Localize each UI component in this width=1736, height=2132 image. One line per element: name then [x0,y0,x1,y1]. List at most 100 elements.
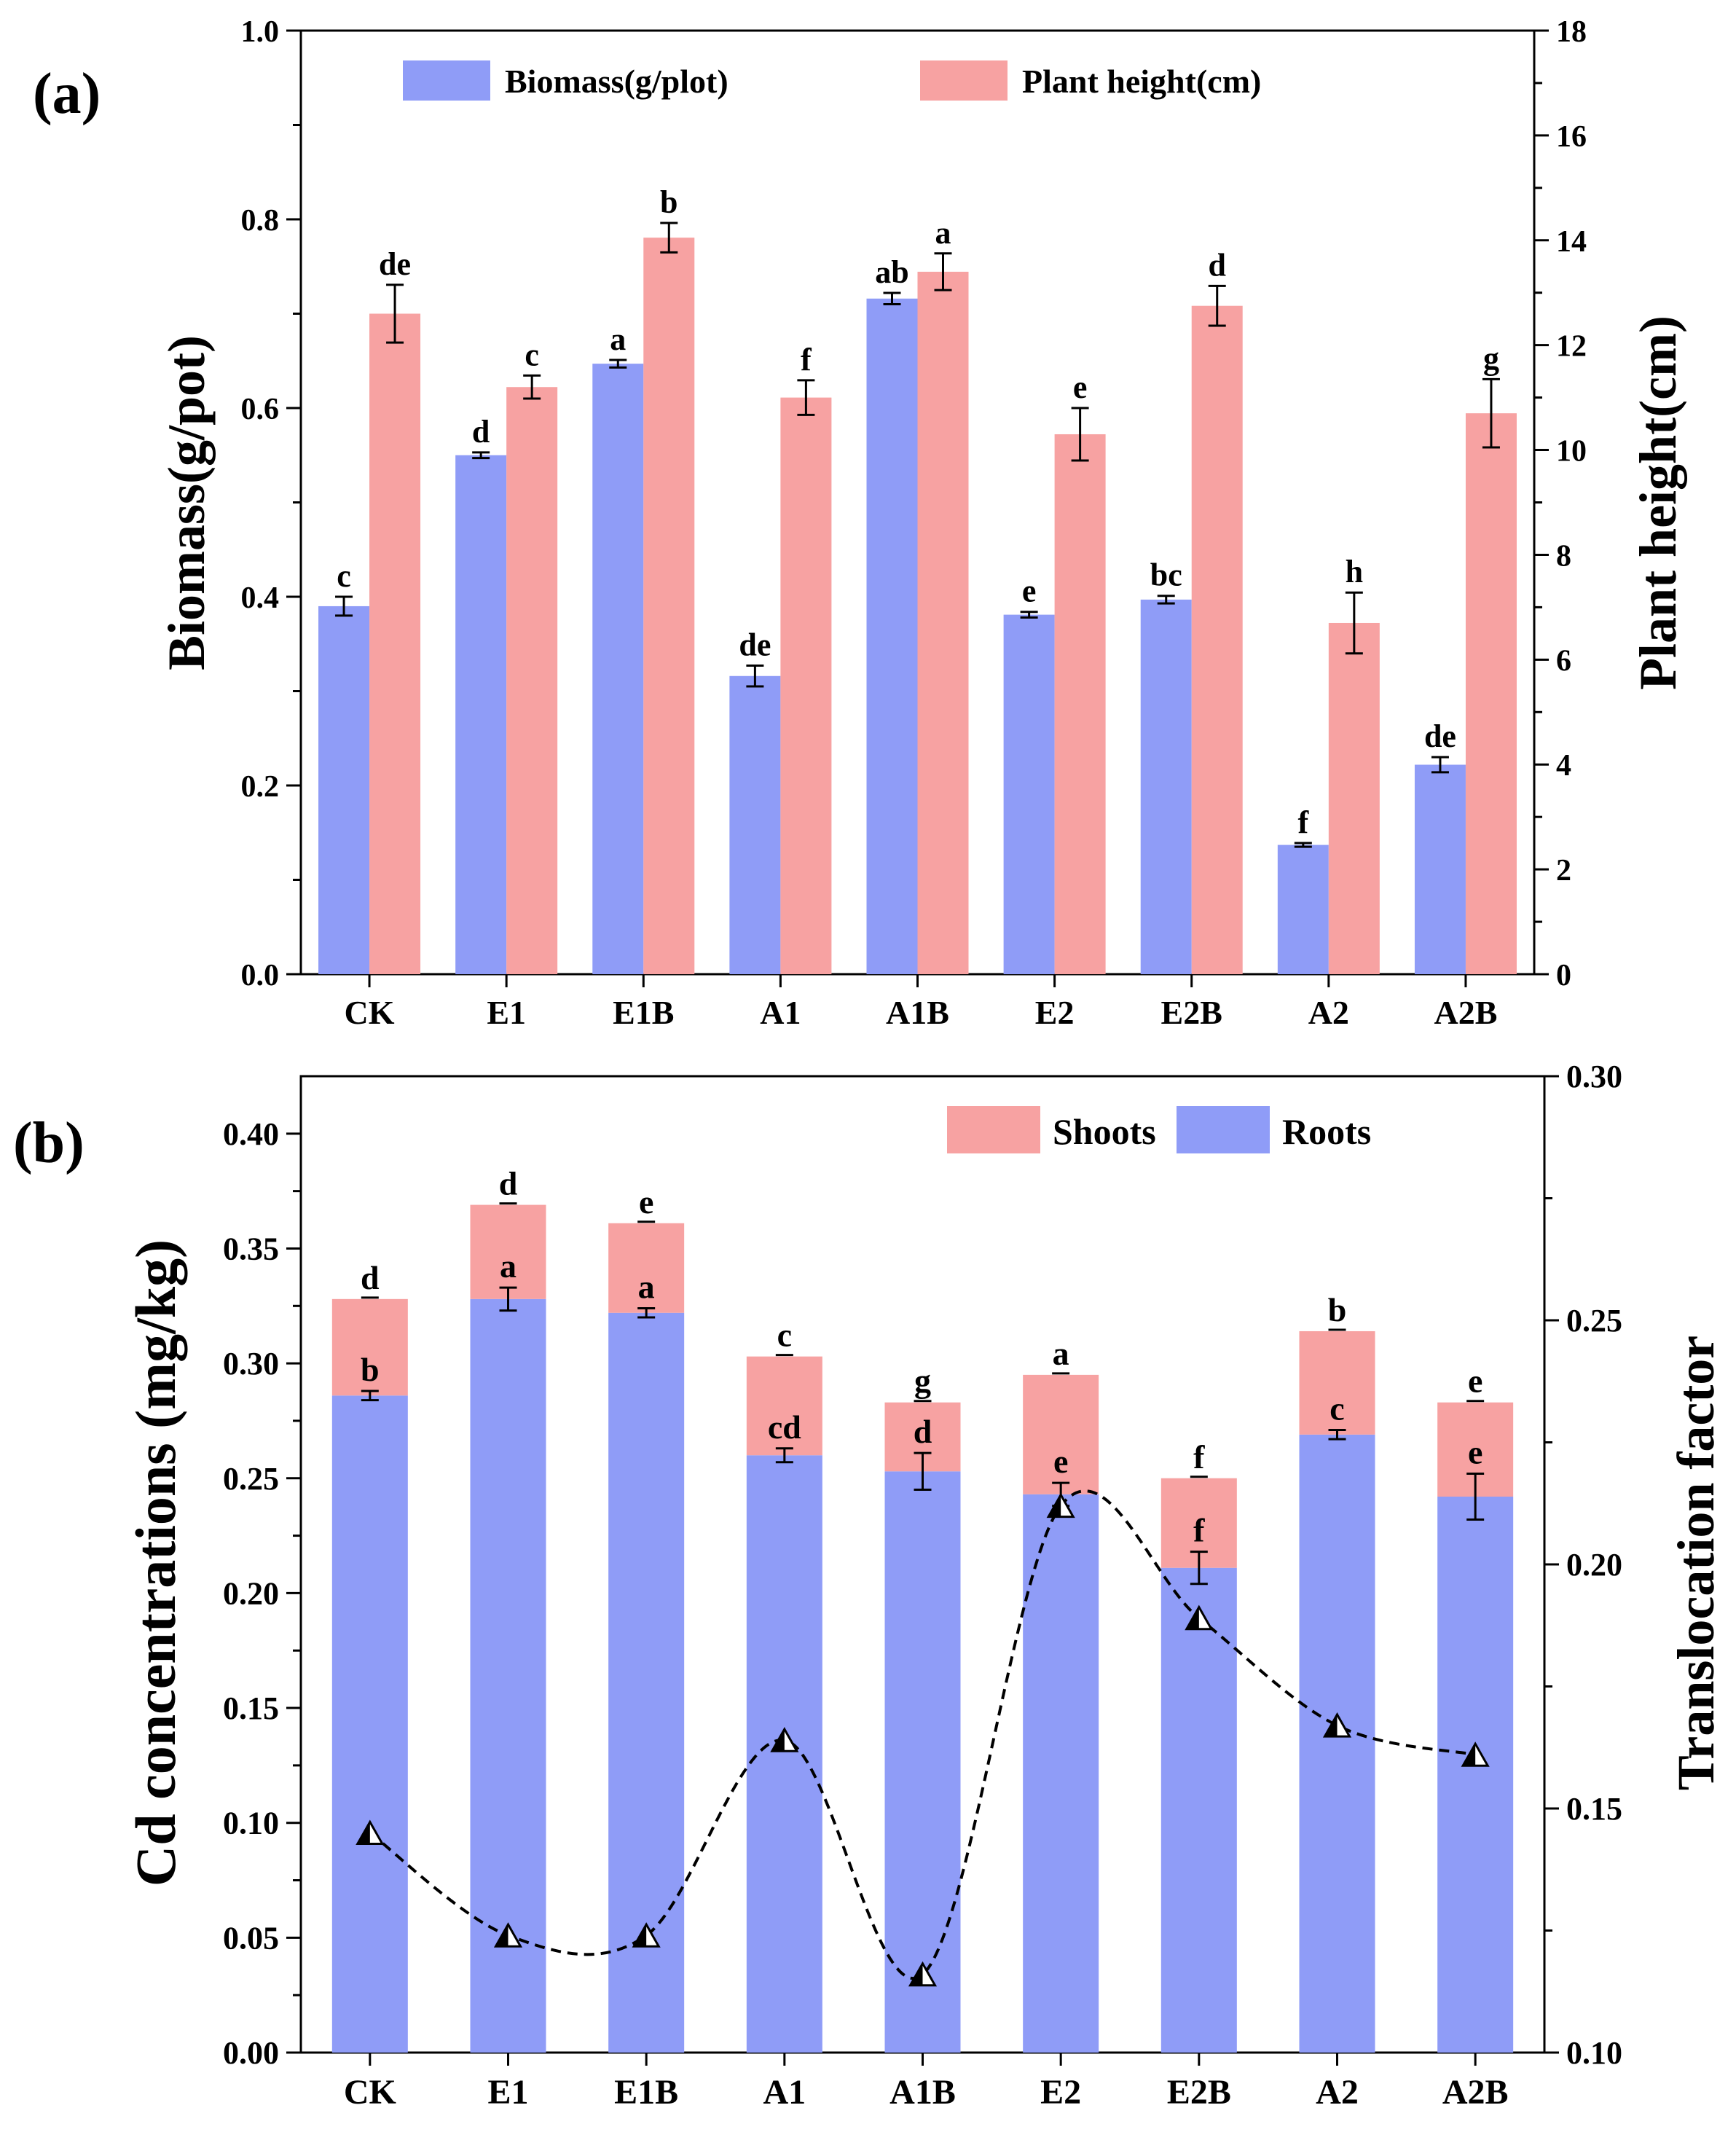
roots-letter-a2b: e [1468,1433,1482,1470]
biomass-letter-a2: f [1298,804,1310,840]
panel-b-axes: 0.00 0.05 0.10 0.15 0.20 0.25 0.30 0.35 0.40 0.10… [223,1059,1622,2112]
shoots-letter-e1b: e [639,1183,653,1220]
y-right-tick-label: 14 [1556,225,1587,259]
height-letter-e1: c [525,337,539,372]
panel-b-legend: Shoots Roots [947,1106,1371,1153]
x-tick-label-a2: A2 [1308,994,1349,1031]
y-right-tick-label: 2 [1556,854,1571,887]
y-left-tick-label: 0.2 [241,770,280,804]
marker-fill [357,1822,370,1844]
y-left-tick-label: 0.05 [223,1920,279,1956]
roots-letter-a1: cd [768,1408,801,1446]
height-letter-a2b: g [1483,340,1499,376]
shoots-letter-a1b: g [914,1363,931,1400]
biomass-letter-ck: c [337,558,351,594]
shoots-letter-e2b: f [1193,1438,1205,1475]
y-left-tick-label: 0.25 [223,1461,279,1497]
panel-b-y-right-label: Translocation factor [1667,1336,1725,1791]
height-letter-a1: f [801,342,812,377]
y-right-tick-label: 12 [1556,330,1587,364]
y-left-tick-label: 0.40 [223,1116,279,1152]
shoots-letter-e1: d [499,1165,518,1202]
y-right-tick-label: 16 [1556,120,1587,154]
roots-letter-e2: e [1053,1443,1068,1480]
x-tick-label-e1: E1 [487,994,526,1031]
x-tick-label-a1b: A1B [886,994,949,1031]
y-left-tick-label: 0.8 [241,204,280,238]
panel-b-bars [331,1202,1514,2053]
legend-label-roots: Roots [1282,1111,1371,1152]
biomass-bar-e2b [1140,599,1192,974]
height-bar-e2b [1191,305,1243,974]
roots-letter-e1: a [500,1247,517,1285]
shoots-letter-a2: b [1328,1291,1347,1328]
legend-label-shoots: Shoots [1053,1111,1156,1152]
panel-b: (b) 0.00 0.05 0.10 0.15 0.20 0.25 0.30 0.35 0.40… [13,1059,1725,2112]
height-bar-a2b [1465,413,1517,974]
y-left-tick-label: 1.0 [241,15,280,49]
y-left-tick-label: 0.30 [223,1346,279,1382]
shoots-letter-a1: c [777,1317,792,1354]
translocation-marker-e1 [493,1922,523,1948]
shoots-bar-e1 [470,1204,546,1299]
y-left-tick-label: 0.6 [241,393,280,426]
shoots-bar-ck [331,1298,408,1396]
marker-fill [1463,1744,1476,1766]
x-tick-label-e1: E1 [487,2073,528,2112]
x-tick-label-e2b: E2B [1161,994,1222,1031]
roots-letter-ck: b [361,1351,380,1388]
translocation-marker-a2b [1461,1741,1490,1767]
x-tick-label-a1b: A1B [889,2073,956,2112]
y-left-tick-label: 0.35 [223,1231,279,1266]
height-bar-e1 [506,387,558,974]
height-bar-ck [369,313,421,974]
legend-swatch-biomass [403,60,490,101]
height-letter-ck: de [379,246,411,282]
translocation-marker-a1b [908,1961,938,1987]
panel-b-y-left-label: Cd concentrations (mg/kg) [124,1239,187,1886]
biomass-letter-a1: de [739,627,771,663]
biomass-bar-a1b [866,298,918,974]
y-left-tick-label: 0.10 [223,1806,279,1841]
x-tick-label-a1: A1 [763,2073,806,2112]
y-right-tick-label: 10 [1556,435,1587,469]
x-tick-label-a1: A1 [760,994,801,1031]
marker-fill [910,1963,923,1986]
height-bar-a1 [780,397,832,974]
panel-a: (a) 0.0 0.2 0.4 0.6 0.8 1.0 0 2 4 6 8 10 12 14 16 18 CK E… [33,15,1687,1031]
shoots-bar-e1b [608,1223,685,1313]
marker-fill [634,1924,647,1947]
roots-bar-a1b [884,1471,961,2053]
legend-swatch-shoots [947,1106,1040,1153]
roots-bar-ck [331,1395,408,2053]
roots-bar-a1 [746,1455,822,2053]
translocation-marker-e1b [632,1922,661,1948]
height-letter-a1b: a [935,215,951,251]
roots-letter-a1b: d [914,1413,932,1450]
y-left-tick-label: 0.00 [223,2035,279,2071]
height-bar-a2 [1328,622,1380,974]
biomass-bar-e1 [455,455,507,974]
height-bar-a1b [917,271,969,974]
biomass-letter-e2b: bc [1150,557,1182,593]
y-right-tick-label: 0.15 [1566,1791,1622,1827]
height-letter-e2: e [1073,369,1088,405]
height-letter-e1b: b [660,184,677,220]
marker-fill [771,1729,785,1752]
biomass-letter-e1: d [472,414,490,450]
x-tick-label-e2: E2 [1035,994,1075,1031]
y-right-tick-label: 0.30 [1566,1059,1622,1094]
marker-fill [1186,1607,1199,1629]
y-right-tick-label: 0 [1556,959,1571,992]
panel-a-bars [318,222,1517,974]
biomass-letter-a1b: ab [875,254,908,290]
roots-bar-a2b [1437,1496,1514,2053]
y-left-tick-label: 0.0 [241,959,280,992]
y-left-tick-label: 0.4 [241,581,280,615]
legend-swatch-roots [1177,1106,1270,1153]
height-bar-e1b [643,238,695,974]
y-left-tick-label: 0.20 [223,1575,279,1611]
